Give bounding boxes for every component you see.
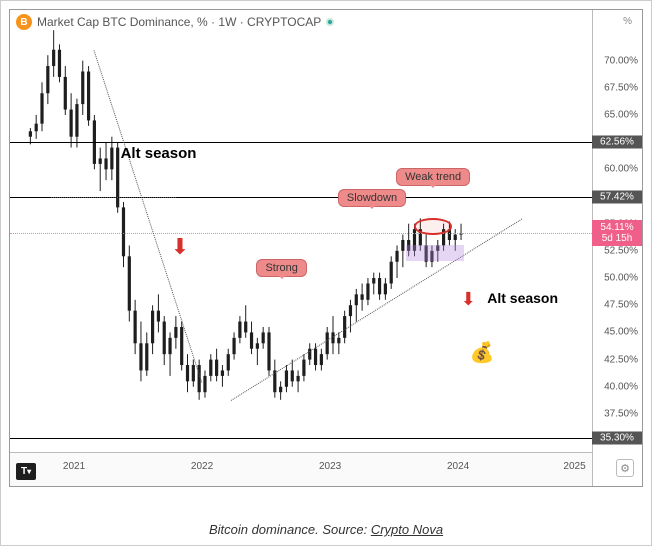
y-tick-label: 47.50%	[604, 300, 638, 311]
alt-season-label: Alt season	[487, 290, 558, 306]
chart-frame: B Market Cap BTC Dominance, % · 1W · CRY…	[0, 0, 652, 546]
y-tick-label: 70.00%	[604, 55, 638, 66]
moneybag-icon: 💰	[470, 340, 495, 365]
trend-callout: Weak trend	[396, 168, 470, 186]
plot-area[interactable]: 62.56%57.42%35.30%54.11%5d 15hAlt season…	[10, 28, 592, 452]
tradingview-logo-icon: T▾	[16, 463, 36, 480]
arrow-down-icon: ⬇	[171, 234, 189, 260]
x-tick-label: 2022	[191, 461, 213, 472]
y-tick-label: 40.00%	[604, 381, 638, 392]
y-tick-label: 65.00%	[604, 109, 638, 120]
y-axis: % 70.00%67.50%65.00%60.00%55.00%52.50%50…	[592, 10, 642, 486]
candlestick-series	[10, 28, 592, 452]
chart-area: B Market Cap BTC Dominance, % · 1W · CRY…	[9, 9, 643, 487]
support-zone-box	[406, 245, 464, 260]
horizontal-level-line	[10, 438, 592, 439]
weak-trend-ellipse	[414, 218, 452, 234]
current-price-tag: 54.11%5d 15h	[592, 220, 642, 246]
bitcoin-icon: B	[16, 14, 32, 30]
arrow-down-icon: ⬇	[461, 289, 476, 310]
y-tick-label: 67.50%	[604, 82, 638, 93]
y-tick-label: 50.00%	[604, 273, 638, 284]
y-tick-label: 45.00%	[604, 327, 638, 338]
settings-icon[interactable]: ⚙	[616, 459, 634, 477]
y-tick-label: 60.00%	[604, 164, 638, 175]
chart-header: B Market Cap BTC Dominance, % · 1W · CRY…	[16, 14, 334, 30]
chart-title: Market Cap BTC Dominance, % · 1W · CRYPT…	[37, 15, 321, 29]
horizontal-level-line	[10, 142, 592, 143]
y-tick-label: 37.50%	[604, 408, 638, 419]
caption-source: Crypto Nova	[371, 522, 443, 537]
y-tick-label: 52.50%	[604, 245, 638, 256]
trend-line	[51, 197, 176, 198]
price-level-tag: 35.30%	[592, 431, 642, 444]
current-price-line	[10, 233, 592, 234]
status-dot-icon	[326, 18, 334, 26]
y-tick-label: 42.50%	[604, 354, 638, 365]
caption-text: Bitcoin dominance. Source:	[209, 522, 371, 537]
price-level-tag: 57.42%	[592, 191, 642, 204]
x-axis: ⚙ 20212022202320242025	[10, 452, 592, 486]
x-tick-label: 2021	[63, 461, 85, 472]
trend-callout: Strong	[256, 259, 306, 277]
trend-callout: Slowdown	[338, 189, 406, 207]
caption: Bitcoin dominance. Source: Crypto Nova	[1, 522, 651, 537]
x-tick-label: 2025	[563, 461, 585, 472]
alt-season-label: Alt season	[121, 145, 197, 162]
price-level-tag: 62.56%	[592, 135, 642, 148]
x-tick-label: 2024	[447, 461, 469, 472]
x-tick-label: 2023	[319, 461, 341, 472]
y-axis-unit: %	[623, 16, 632, 27]
